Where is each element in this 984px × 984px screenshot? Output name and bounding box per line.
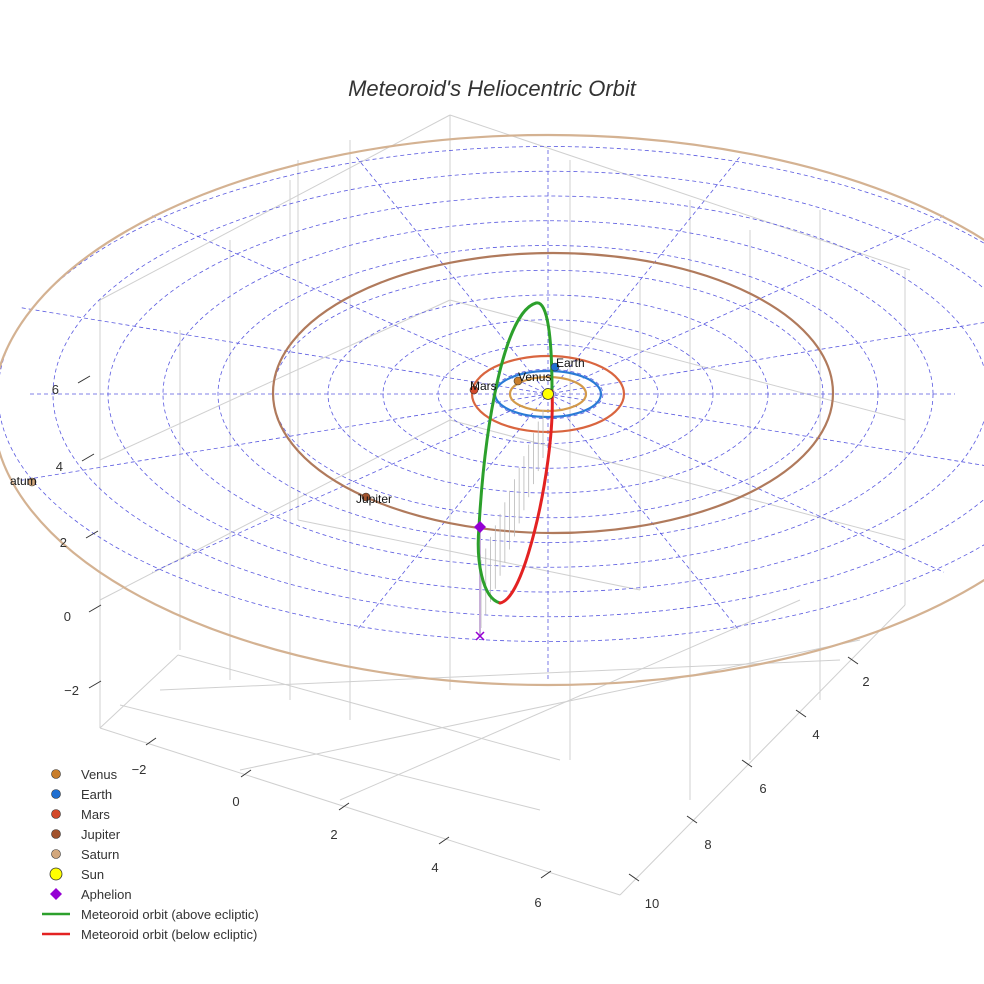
z-tick-label: 0 xyxy=(64,609,71,624)
grid-line xyxy=(119,704,541,811)
grid-line xyxy=(339,599,801,801)
ecliptic-ring xyxy=(0,146,984,642)
z-tick-label: 4 xyxy=(56,459,63,474)
z-tick: 4 xyxy=(56,453,95,474)
legend-item-earth[interactable]: Earth xyxy=(51,787,113,802)
x-tick-label: 0 xyxy=(232,794,239,809)
y-tick: 4 xyxy=(795,709,820,742)
legend-label: Saturn xyxy=(81,847,119,862)
z-tick: 2 xyxy=(60,530,99,550)
chart-title: Meteoroid's Heliocentric Orbit xyxy=(348,76,637,101)
legend: Venus Earth Mars Jupiter Saturn Sun Aphe… xyxy=(42,767,259,942)
y-tick-label: 4 xyxy=(812,727,819,742)
x-tick-label: 6 xyxy=(534,895,541,910)
planet-saturn xyxy=(27,477,37,487)
grid-line xyxy=(619,604,906,896)
legend-label: Meteoroid orbit (below ecliptic) xyxy=(81,927,257,942)
y-tick: 2 xyxy=(847,656,870,689)
z-tick: 6 xyxy=(52,375,91,397)
legend-label: Mars xyxy=(81,807,110,822)
x-tick: 0 xyxy=(232,769,252,809)
x-tick: 6 xyxy=(534,870,552,910)
orbit-jupiter xyxy=(271,251,835,535)
z-tick-label: 2 xyxy=(60,535,67,550)
x-tick-label: −2 xyxy=(132,762,147,777)
planet-label-jupiter: Jupiter xyxy=(356,492,392,506)
meteoroid-orbit xyxy=(476,301,554,605)
x-tick: −2 xyxy=(132,737,157,777)
grid-line xyxy=(99,419,451,601)
grid-line xyxy=(449,114,911,271)
orbit-saturn xyxy=(0,133,984,687)
legend-item-saturn[interactable]: Saturn xyxy=(51,847,120,862)
legend-label: Sun xyxy=(81,867,104,882)
x-tick-label: 4 xyxy=(431,860,438,875)
grid-line xyxy=(159,659,841,691)
z-tick-label: −2 xyxy=(64,683,79,698)
legend-label: Aphelion xyxy=(81,887,132,902)
y-tick-label: 10 xyxy=(645,896,659,911)
grid-line xyxy=(99,727,621,896)
meteoroid-drop-lines xyxy=(479,410,544,636)
planet-jupiter xyxy=(361,492,371,502)
planet-earth xyxy=(550,362,560,372)
legend-item-jupiter[interactable]: Jupiter xyxy=(51,827,121,842)
z-axis: −2 0 2 4 6 xyxy=(52,375,102,698)
legend-label: Venus xyxy=(81,767,118,782)
legend-item-mars[interactable]: Mars xyxy=(51,807,111,822)
planet-label-mars: Mars xyxy=(470,379,497,393)
y-tick: 8 xyxy=(686,815,712,852)
x-axis: −2 0 2 4 6 xyxy=(132,737,552,910)
legend-label: Meteoroid orbit (above ecliptic) xyxy=(81,907,259,922)
legend-item-meteoroid-below[interactable]: Meteoroid orbit (below ecliptic) xyxy=(42,927,257,942)
legend-item-meteoroid-above[interactable]: Meteoroid orbit (above ecliptic) xyxy=(42,907,259,922)
meteoroid-orbit-below xyxy=(498,389,554,605)
y-tick: 6 xyxy=(741,759,767,796)
grid-line xyxy=(297,519,641,591)
legend-item-aphelion[interactable]: Aphelion xyxy=(50,887,132,902)
grid-line xyxy=(449,419,906,541)
x-tick-label: 2 xyxy=(330,827,337,842)
y-tick-label: 6 xyxy=(759,781,766,796)
planet-label-earth: Earth xyxy=(556,356,585,370)
aphelion-projection-marker xyxy=(475,631,485,641)
y-tick-label: 8 xyxy=(704,837,711,852)
orbit-venus xyxy=(508,375,588,413)
z-tick: −2 xyxy=(64,680,102,698)
grid-line xyxy=(449,299,906,421)
grid-line xyxy=(99,654,179,729)
aphelion-marker xyxy=(474,521,486,533)
y-axis: 2 4 6 8 10 xyxy=(628,656,870,911)
planet-markers xyxy=(27,362,560,641)
z-tick-label: 6 xyxy=(52,382,59,397)
grid-line xyxy=(239,639,861,771)
planet-label-venus: Venus xyxy=(518,370,551,384)
planet-venus xyxy=(513,376,523,386)
y-tick: 10 xyxy=(628,873,659,911)
x-tick: 2 xyxy=(330,802,350,842)
planet-label-saturn: atum xyxy=(10,474,37,488)
meteoroid-orbit-above xyxy=(476,301,554,605)
planet-mars xyxy=(469,385,479,395)
planet-orbits xyxy=(0,133,984,687)
sun-marker xyxy=(542,388,554,400)
legend-label: Earth xyxy=(81,787,112,802)
legend-item-sun[interactable]: Sun xyxy=(49,867,104,882)
orbit-mars xyxy=(470,354,626,434)
y-tick-label: 2 xyxy=(862,674,869,689)
z-tick: 0 xyxy=(64,604,102,624)
grid-line xyxy=(177,654,561,761)
legend-item-venus[interactable]: Venus xyxy=(51,767,118,782)
legend-label: Jupiter xyxy=(81,827,121,842)
x-tick: 4 xyxy=(431,836,450,875)
